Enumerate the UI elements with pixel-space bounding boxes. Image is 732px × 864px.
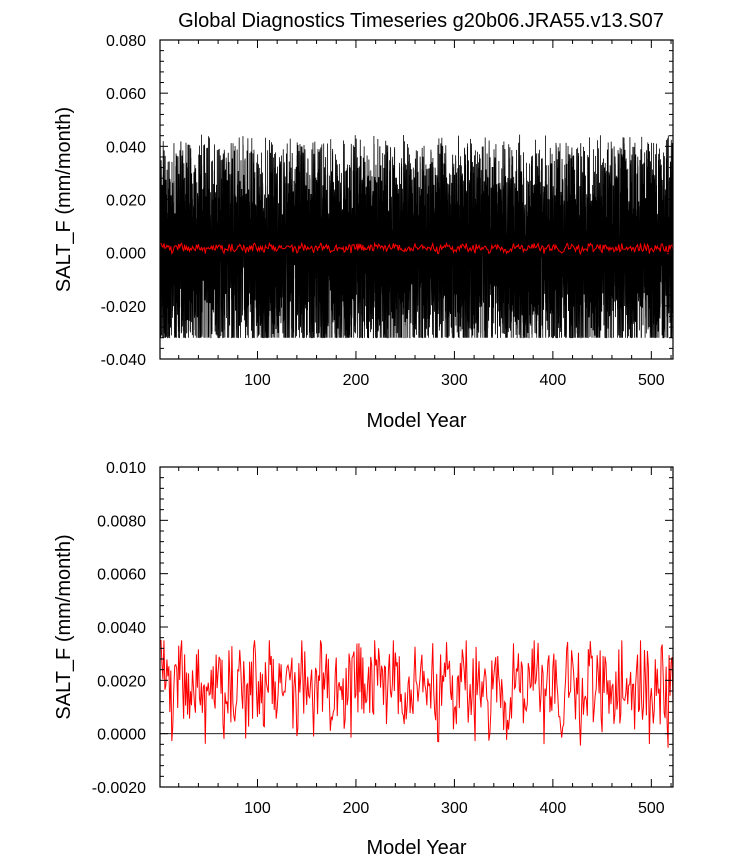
x-tick-label: 500 [638,800,665,817]
y-tick-label: -0.0020 [92,780,146,797]
y-tick-label: 0.000 [106,246,146,263]
chart-title: Global Diagnostics Timeseries g20b06.JRA… [178,10,664,32]
x-tick-label: 100 [244,372,271,389]
y-tick-label: -0.020 [101,299,146,316]
plot-frame [159,466,674,788]
y-tick-label: 0.020 [106,193,146,210]
y-tick-label: 0.010 [106,460,146,477]
x-tick-label: 300 [441,800,468,817]
bottom-y-axis-label: SALT_F (mm/month) [53,534,75,719]
bottom-panel: 100 200 300 400 500 -0.0020 0.0000 0.0020 0.0040… [53,460,674,859]
y-tick-label: 0.080 [106,33,146,50]
annual-mean-series-line [160,639,673,748]
x-tick-label: 200 [343,372,370,389]
monthly-series-line [160,134,673,339]
x-tick-label: 400 [540,800,567,817]
x-tick-label: 200 [343,800,370,817]
x-tick-label: 300 [441,372,468,389]
top-x-axis-label: Model Year [366,410,466,432]
top-y-axis-label: SALT_F (mm/month) [53,107,75,292]
y-tick-label: 0.0020 [97,673,146,690]
y-tick-label: 0.040 [106,139,146,156]
x-tick-label: 400 [540,372,567,389]
y-tick-label: 0.060 [106,86,146,103]
y-tick-label: 0.0040 [97,620,146,637]
x-tick-label: 500 [638,372,665,389]
x-tick-label: 100 [244,800,271,817]
bottom-x-axis-label: Model Year [366,837,466,859]
top-panel: 100 200 300 400 500 -0.040 -0.020 0.000 0.020 0.0… [53,33,674,432]
y-tick-label: 0.0000 [97,727,146,744]
y-tick-label: 0.0080 [97,513,146,530]
annual-mean-series-line [160,241,673,256]
y-tick-label: -0.040 [101,352,146,369]
y-tick-label: 0.0060 [97,567,146,584]
